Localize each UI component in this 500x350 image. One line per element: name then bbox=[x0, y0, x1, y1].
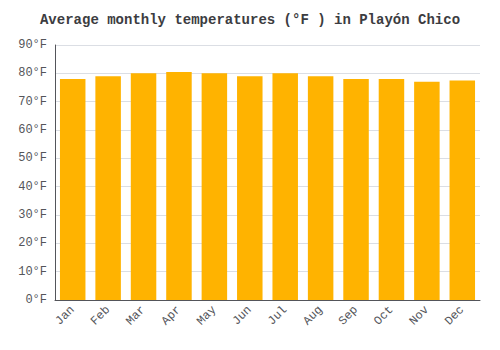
svg-text:Aug: Aug bbox=[300, 303, 325, 328]
svg-text:Jan: Jan bbox=[53, 303, 78, 328]
svg-text:Feb: Feb bbox=[88, 303, 113, 328]
svg-text:Dec: Dec bbox=[442, 303, 467, 328]
svg-text:90°F: 90°F bbox=[18, 38, 47, 52]
svg-text:20°F: 20°F bbox=[18, 236, 47, 250]
svg-text:Jul: Jul bbox=[265, 303, 290, 328]
svg-text:May: May bbox=[194, 303, 219, 328]
svg-text:Nov: Nov bbox=[407, 303, 432, 328]
svg-text:Oct: Oct bbox=[371, 303, 396, 328]
svg-text:10°F: 10°F bbox=[18, 265, 47, 279]
svg-text:0°F: 0°F bbox=[25, 293, 47, 307]
svg-text:Jun: Jun bbox=[230, 303, 255, 328]
svg-text:60°F: 60°F bbox=[18, 123, 47, 137]
svg-text:30°F: 30°F bbox=[18, 208, 47, 222]
svg-text:80°F: 80°F bbox=[18, 66, 47, 80]
svg-text:70°F: 70°F bbox=[18, 95, 47, 109]
svg-text:Sep: Sep bbox=[336, 303, 361, 328]
svg-text:Average monthly temperatures (: Average monthly temperatures (°F ) in Pl… bbox=[40, 12, 460, 28]
svg-text:40°F: 40°F bbox=[18, 180, 47, 194]
svg-text:Apr: Apr bbox=[159, 303, 184, 328]
svg-text:50°F: 50°F bbox=[18, 151, 47, 165]
svg-text:Mar: Mar bbox=[123, 303, 148, 328]
